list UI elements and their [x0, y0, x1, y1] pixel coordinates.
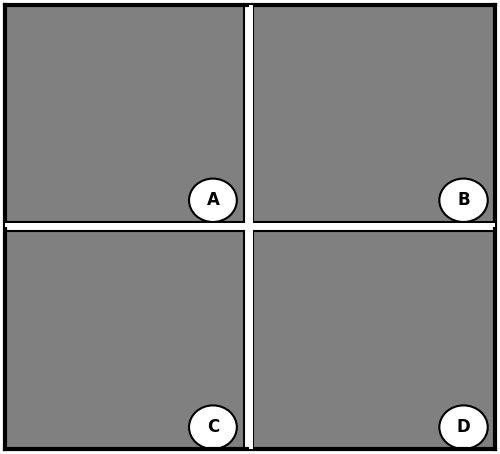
Circle shape	[189, 178, 237, 222]
Text: D: D	[456, 418, 470, 436]
Circle shape	[189, 405, 237, 449]
Text: C: C	[207, 418, 219, 436]
Circle shape	[440, 405, 488, 449]
Text: B: B	[457, 191, 470, 209]
Circle shape	[440, 178, 488, 222]
Text: A: A	[206, 191, 220, 209]
